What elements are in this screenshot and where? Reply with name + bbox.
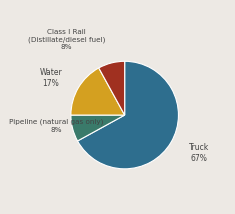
Text: Water
17%: Water 17% (39, 68, 62, 88)
Wedge shape (99, 61, 125, 115)
Wedge shape (71, 68, 125, 115)
Text: Pipeline (natural gas only)
8%: Pipeline (natural gas only) 8% (9, 119, 103, 133)
Wedge shape (71, 115, 125, 141)
Text: Truck
67%: Truck 67% (188, 143, 209, 163)
Text: Class I Rail
(Distillate/diesel fuel)
8%: Class I Rail (Distillate/diesel fuel) 8% (28, 29, 105, 50)
Wedge shape (78, 61, 178, 169)
